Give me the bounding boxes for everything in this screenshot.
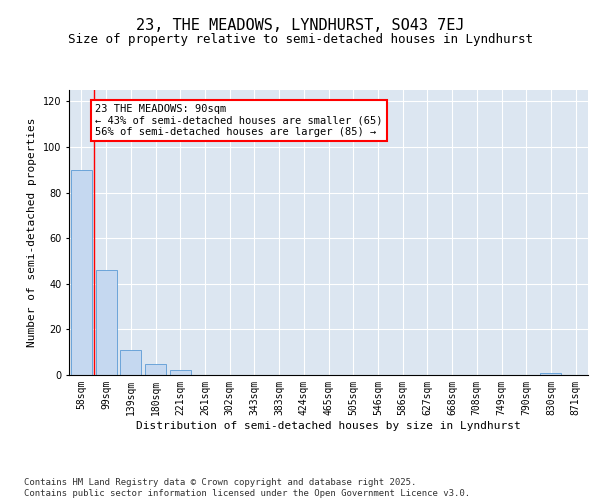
Bar — [120, 350, 141, 375]
Bar — [170, 370, 191, 375]
Text: Size of property relative to semi-detached houses in Lyndhurst: Size of property relative to semi-detach… — [67, 32, 533, 46]
Y-axis label: Number of semi-detached properties: Number of semi-detached properties — [28, 118, 37, 347]
Bar — [541, 372, 562, 375]
Bar — [95, 270, 116, 375]
Text: 23 THE MEADOWS: 90sqm
← 43% of semi-detached houses are smaller (65)
56% of semi: 23 THE MEADOWS: 90sqm ← 43% of semi-deta… — [95, 104, 383, 137]
Bar — [145, 364, 166, 375]
X-axis label: Distribution of semi-detached houses by size in Lyndhurst: Distribution of semi-detached houses by … — [136, 420, 521, 430]
Text: 23, THE MEADOWS, LYNDHURST, SO43 7EJ: 23, THE MEADOWS, LYNDHURST, SO43 7EJ — [136, 18, 464, 32]
Text: Contains HM Land Registry data © Crown copyright and database right 2025.
Contai: Contains HM Land Registry data © Crown c… — [24, 478, 470, 498]
Bar — [71, 170, 92, 375]
